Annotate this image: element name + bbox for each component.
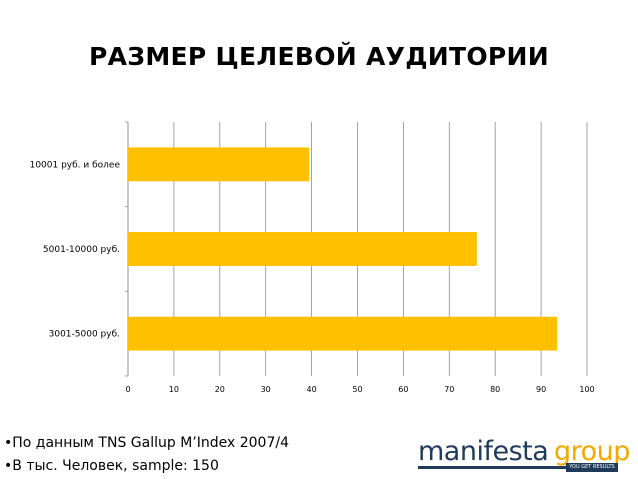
footnote-source: •По данным TNS Gallup M’Index 2007/4 xyxy=(4,435,289,451)
x-tick-label: 20 xyxy=(215,385,225,394)
x-tick-label: 60 xyxy=(398,385,408,394)
footnote-sample: •В тыс. Человек, sample: 150 xyxy=(4,458,219,474)
logo-word-group: group xyxy=(554,436,630,467)
x-tick-label: 90 xyxy=(536,385,546,394)
x-tick-label: 30 xyxy=(261,385,271,394)
x-tick-label: 10 xyxy=(169,385,179,394)
footnotes: •По данным TNS Gallup M’Index 2007/4 •В … xyxy=(4,432,289,478)
category-label: 5001-10000 руб. xyxy=(43,245,120,255)
bar xyxy=(128,316,558,351)
slide-title: РАЗМЕР ЦЕЛЕВОЙ АУДИТОРИИ xyxy=(89,42,549,71)
bar xyxy=(128,147,310,182)
bar xyxy=(128,232,477,266)
category-label: 10001 руб. и более xyxy=(30,160,121,170)
x-tick-label: 50 xyxy=(352,385,362,394)
bar-chart: 10001 руб. и более 5001-10000 руб. 3001-50… xyxy=(30,121,595,394)
x-tick-label: 80 xyxy=(490,385,500,394)
x-tick-label: 70 xyxy=(444,385,454,394)
logo-underline xyxy=(418,466,566,469)
category-label: 3001-5000 руб. xyxy=(49,330,120,340)
x-tick-label: 0 xyxy=(125,385,130,394)
logo-word-manifesta: manifesta xyxy=(418,436,549,467)
logo-tagline: YOU GET RESULTS xyxy=(566,463,618,472)
x-tick-label: 40 xyxy=(307,385,317,394)
manifesta-group-logo: manifesta group YOU GET RESULTS xyxy=(418,436,630,476)
x-tick-label: 100 xyxy=(579,385,594,394)
